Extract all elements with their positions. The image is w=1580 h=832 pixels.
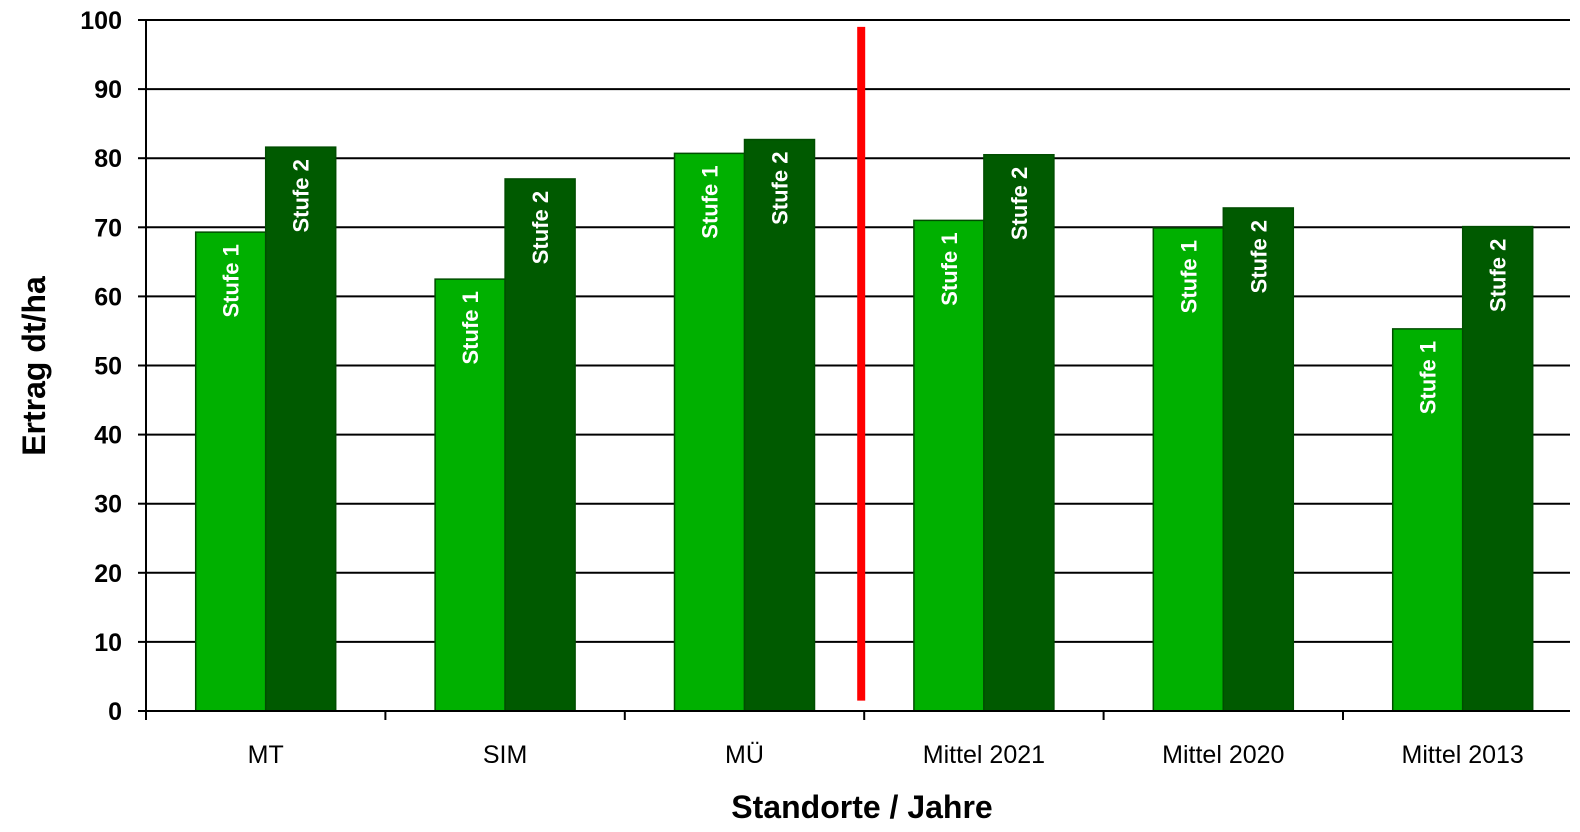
bar-1-3 bbox=[913, 219, 985, 712]
bar-label: Stufe 1 bbox=[698, 165, 723, 238]
bar-2-3 bbox=[983, 153, 1055, 712]
y-tick-label: 90 bbox=[94, 76, 122, 104]
x-tick-label: Mittel 2013 bbox=[1402, 741, 1524, 769]
bar-label: Stufe 1 bbox=[219, 244, 244, 317]
y-tick-label: 80 bbox=[94, 145, 122, 173]
bar-label: Stufe 2 bbox=[528, 191, 553, 264]
bars: Stufe 1 Stufe 2 Stufe 1 Stufe 2 Stufe 1 Stufe… bbox=[194, 138, 1534, 712]
bar-label: Stufe 2 bbox=[768, 152, 793, 225]
y-tick-label: 60 bbox=[94, 283, 122, 311]
bar-label: Stufe 2 bbox=[1246, 220, 1271, 293]
x-tick-label: SIM bbox=[483, 741, 527, 769]
bar-label: Stufe 1 bbox=[1416, 341, 1441, 414]
x-tick-label: MÜ bbox=[725, 741, 764, 769]
y-tick-label: 20 bbox=[94, 560, 122, 588]
x-tick-labels: MT SIM MÜ Mittel 2021 Mittel 2020 Mittel 2013 bbox=[248, 741, 1524, 769]
x-axis-title: Standorte / Jahre bbox=[731, 789, 992, 825]
x-tick-label: Mittel 2021 bbox=[923, 741, 1045, 769]
bar-2-4 bbox=[1222, 207, 1295, 712]
y-tick-label: 0 bbox=[108, 698, 122, 726]
y-tick-label: 70 bbox=[94, 214, 122, 242]
bar-label: Stufe 1 bbox=[1176, 240, 1201, 313]
x-tick-label: Mittel 2020 bbox=[1162, 741, 1284, 769]
bar-label: Stufe 2 bbox=[1486, 239, 1511, 312]
bar-label: Stufe 1 bbox=[937, 232, 962, 305]
y-tick-label: 100 bbox=[80, 7, 122, 35]
bar-label: Stufe 2 bbox=[289, 159, 314, 232]
bar-2-1 bbox=[504, 178, 576, 712]
y-tick-label: 30 bbox=[94, 491, 122, 519]
bar-2-0 bbox=[264, 146, 337, 712]
y-tick-label: 50 bbox=[94, 353, 122, 381]
x-tick-label: MT bbox=[248, 741, 284, 769]
bar-label: Stufe 1 bbox=[458, 291, 483, 364]
bar-label: Stufe 2 bbox=[1007, 167, 1032, 240]
bar-1-4 bbox=[1152, 227, 1225, 712]
y-tick-label: 10 bbox=[94, 629, 122, 657]
y-tick-labels: 0 10 20 30 40 50 60 70 80 90 100 bbox=[80, 7, 122, 726]
y-tick-label: 40 bbox=[94, 422, 122, 450]
y-axis-title: Ertrag dt/ha bbox=[16, 276, 52, 456]
bar-1-2 bbox=[673, 152, 746, 712]
bar-2-2 bbox=[743, 138, 816, 712]
axes bbox=[138, 19, 1570, 720]
